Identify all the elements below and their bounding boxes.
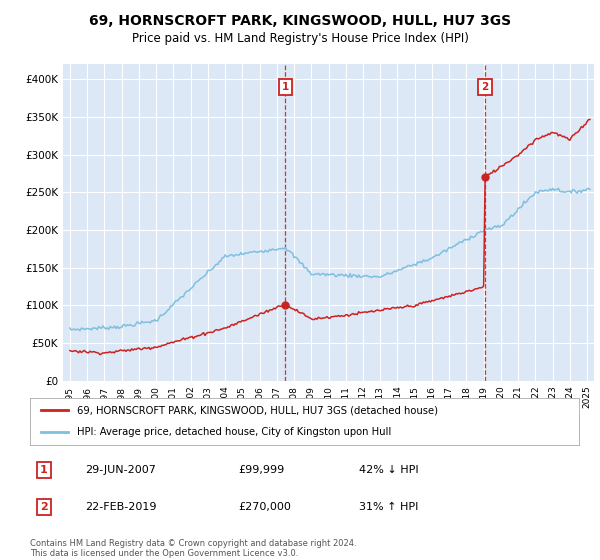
- Text: 69, HORNSCROFT PARK, KINGSWOOD, HULL, HU7 3GS: 69, HORNSCROFT PARK, KINGSWOOD, HULL, HU…: [89, 14, 511, 28]
- Text: 69, HORNSCROFT PARK, KINGSWOOD, HULL, HU7 3GS (detached house): 69, HORNSCROFT PARK, KINGSWOOD, HULL, HU…: [77, 405, 437, 416]
- Text: £270,000: £270,000: [239, 502, 292, 512]
- Text: 29-JUN-2007: 29-JUN-2007: [85, 465, 156, 475]
- Text: Price paid vs. HM Land Registry's House Price Index (HPI): Price paid vs. HM Land Registry's House …: [131, 32, 469, 45]
- Text: 22-FEB-2019: 22-FEB-2019: [85, 502, 157, 512]
- Text: £99,999: £99,999: [239, 465, 285, 475]
- Text: 2: 2: [481, 82, 488, 92]
- Text: 31% ↑ HPI: 31% ↑ HPI: [359, 502, 419, 512]
- Text: 42% ↓ HPI: 42% ↓ HPI: [359, 465, 419, 475]
- Text: 2: 2: [40, 502, 47, 512]
- Text: Contains HM Land Registry data © Crown copyright and database right 2024.
This d: Contains HM Land Registry data © Crown c…: [30, 539, 356, 558]
- Text: 1: 1: [282, 82, 289, 92]
- Text: HPI: Average price, detached house, City of Kingston upon Hull: HPI: Average price, detached house, City…: [77, 427, 391, 437]
- Text: 1: 1: [40, 465, 47, 475]
